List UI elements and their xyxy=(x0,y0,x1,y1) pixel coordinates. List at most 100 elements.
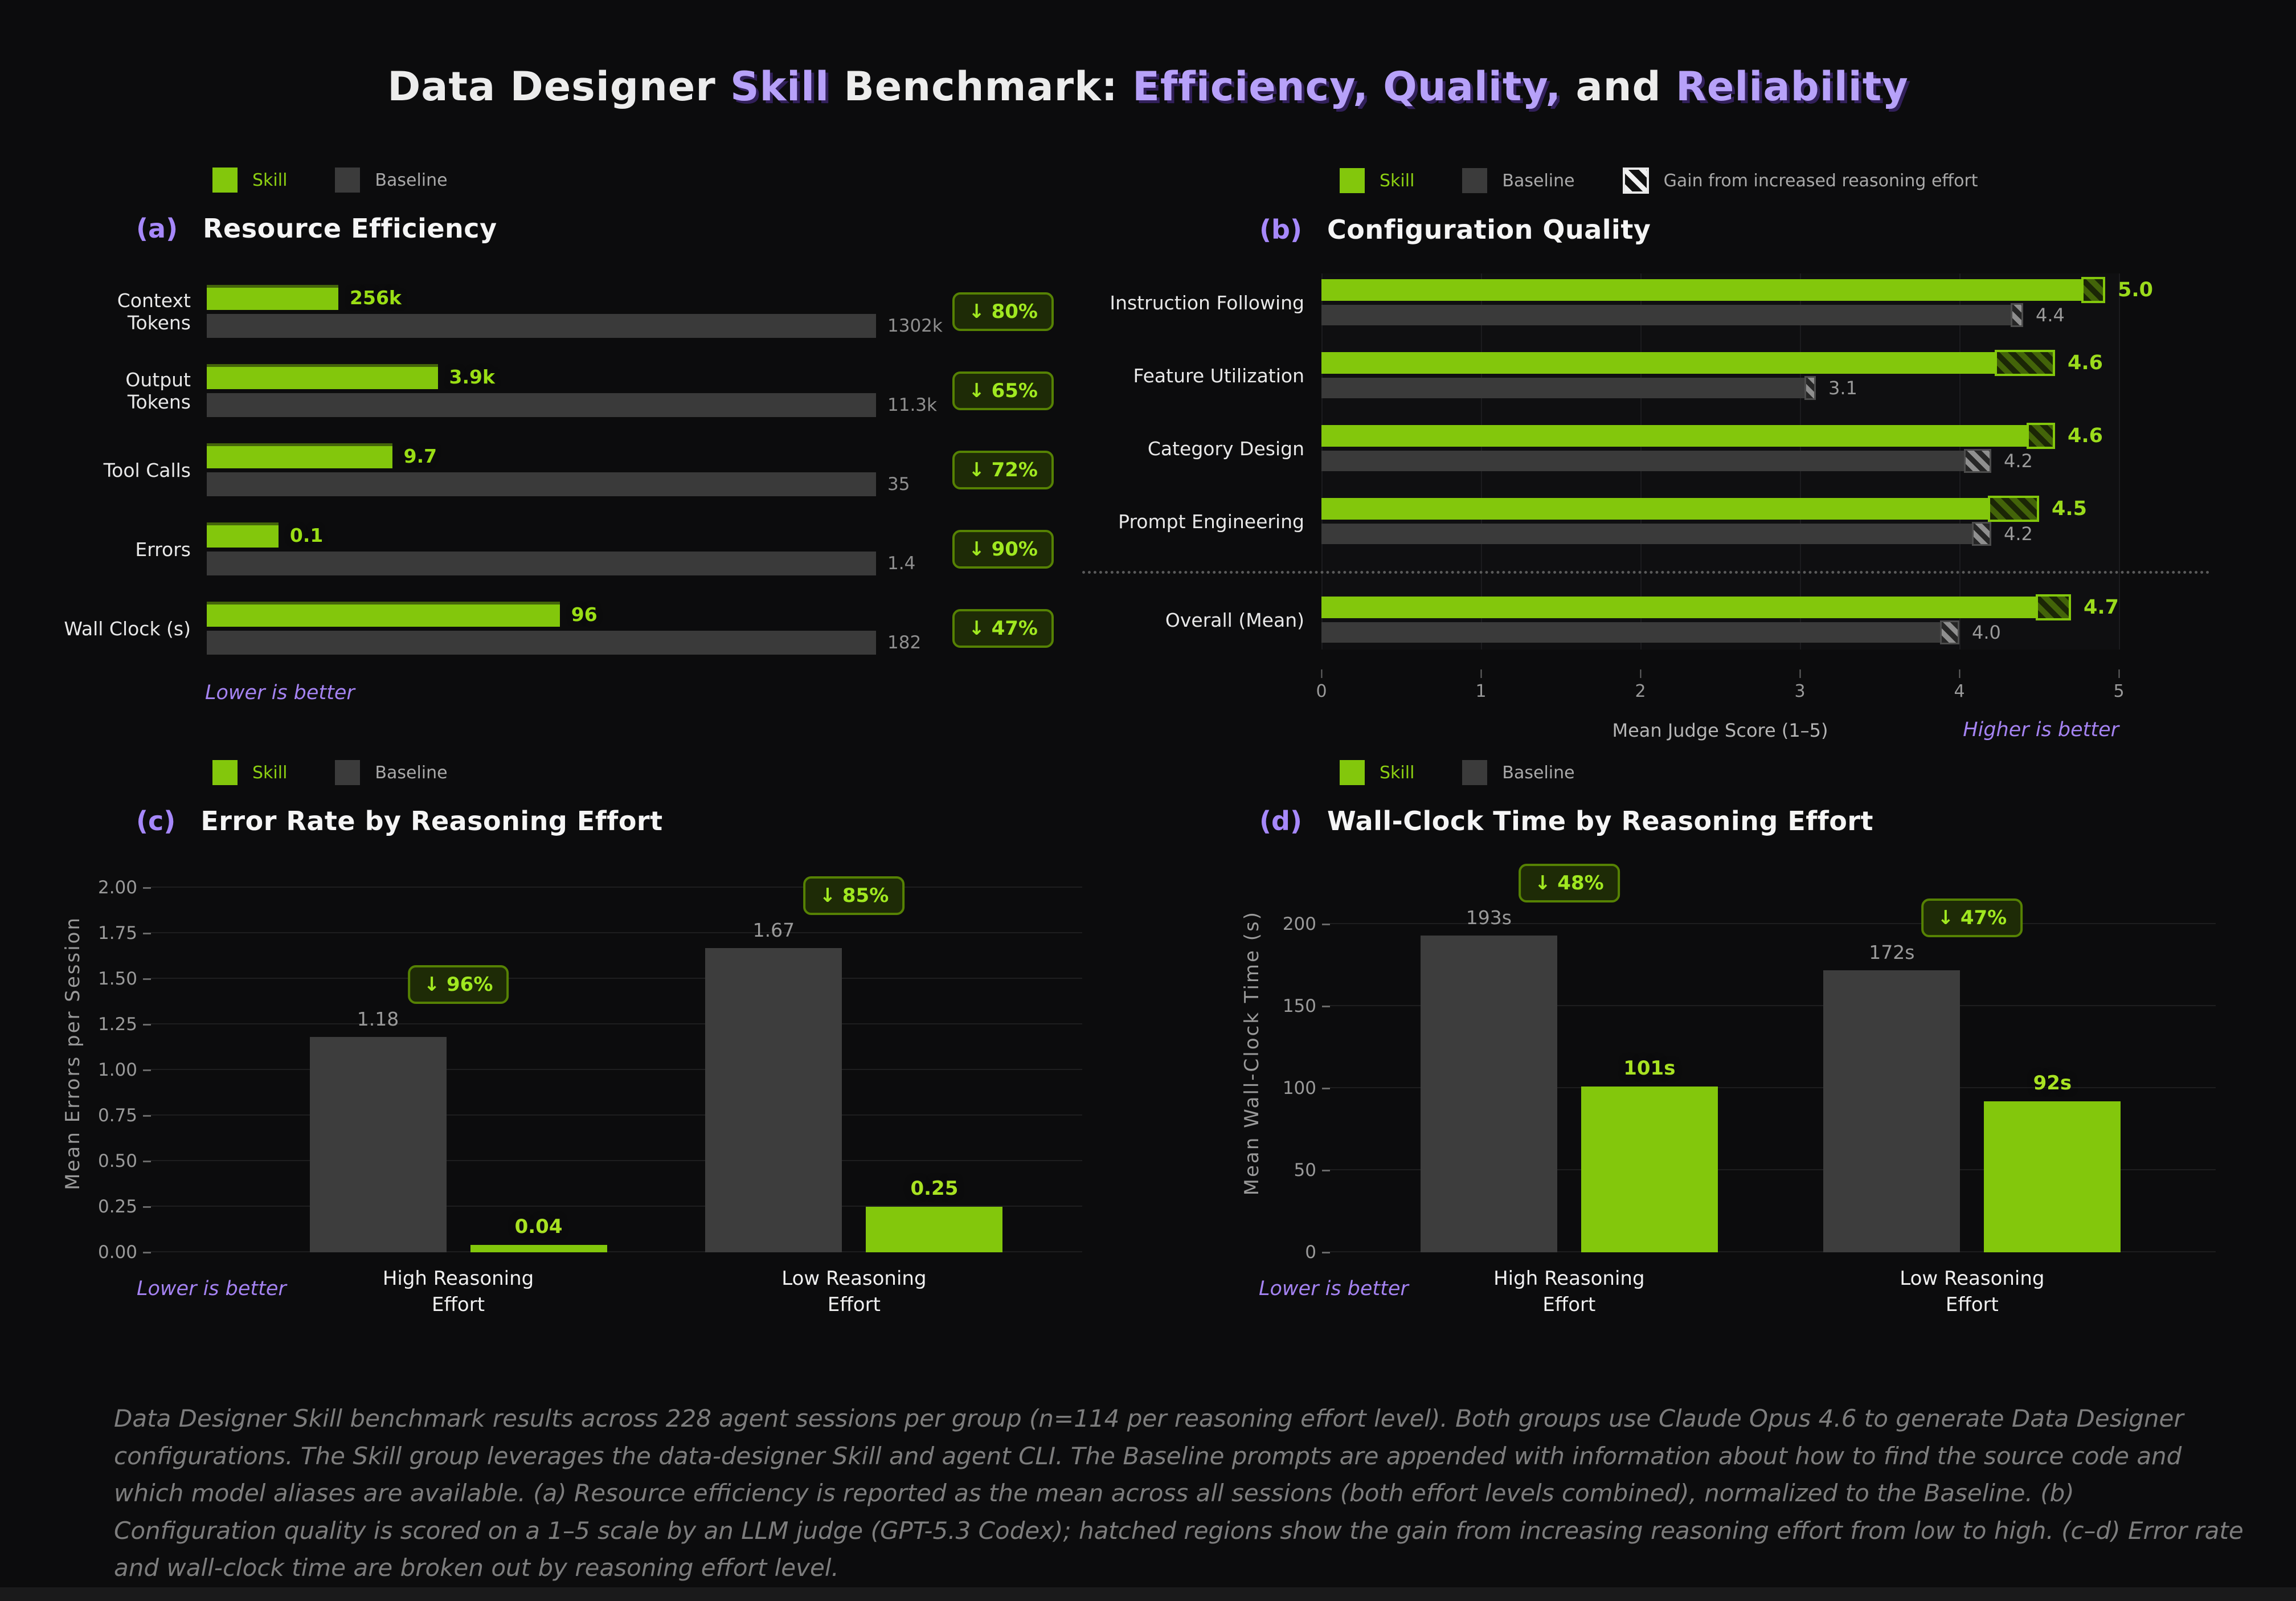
skill-bar: 0.04 xyxy=(470,1215,607,1252)
baseline-bar: 1.67 xyxy=(705,919,842,1252)
legend-item: Skill xyxy=(212,760,287,785)
tick-label: 5 xyxy=(2113,681,2125,701)
skill-value: 4.6 xyxy=(2068,352,2103,374)
baseline-bar xyxy=(207,472,876,496)
baseline-value: 11.3k xyxy=(887,395,937,415)
baseline-value: 4.2 xyxy=(2004,450,2033,472)
legend-item: Baseline xyxy=(335,760,448,785)
metric-label: Feature Utilization xyxy=(1133,364,1304,387)
tick-label: 1.25 xyxy=(98,1014,151,1035)
legend-label: Baseline xyxy=(1502,762,1575,783)
baseline-value: 4.4 xyxy=(2036,304,2065,326)
tick-mark xyxy=(143,1206,151,1208)
baseline-value: 35 xyxy=(887,474,910,495)
skill-swatch xyxy=(212,760,238,785)
baseline-value: 1.4 xyxy=(887,553,916,574)
baseline-swatch xyxy=(335,760,361,785)
axis-tick: 2 xyxy=(1635,669,1646,701)
skill-value: 92s xyxy=(2033,1072,2072,1095)
legend-label: Baseline xyxy=(375,170,448,190)
metric-label: Wall Clock (s) xyxy=(64,617,191,640)
reduction-badge: ↓ 65% xyxy=(952,371,1054,410)
reduction-badge: ↓ 72% xyxy=(952,451,1054,489)
legend-label: Skill xyxy=(1380,170,1415,191)
skill-value: 5.0 xyxy=(2117,279,2153,301)
baseline-value: 182 xyxy=(887,632,922,653)
reduction-badge: ↓ 47% xyxy=(952,609,1054,648)
tick-label: 2.00 xyxy=(98,877,151,898)
direction-note: Lower is better xyxy=(137,1277,287,1300)
baseline-bar xyxy=(1321,522,1991,546)
baseline-value: 172s xyxy=(1869,941,1915,963)
category-label: Low Reasoning Effort xyxy=(781,1267,927,1316)
baseline-value: 4.0 xyxy=(1972,622,2001,643)
skill-swatch xyxy=(1340,760,1365,785)
reduction-badge: ↓ 48% xyxy=(1518,864,1620,903)
legend-item: Baseline xyxy=(1462,168,1575,193)
panel-error-rate: Skill Baseline (c) Error Rate by Reasonin… xyxy=(57,752,1082,1316)
efficiency-row: Wall Clock (s) 96 182 ↓ 47% xyxy=(57,602,1059,655)
panel-letter: (b) xyxy=(1259,214,1302,245)
legend-item: Gain from increased reasoning effort xyxy=(1622,168,1978,194)
legend-item: Skill xyxy=(1340,168,1414,193)
tick-mark xyxy=(143,887,151,889)
baseline-bar xyxy=(1321,303,2023,327)
legend: Skill Baseline xyxy=(212,160,1059,193)
metric-label: Category Design xyxy=(1147,437,1304,460)
legend-item: Baseline xyxy=(1462,760,1575,785)
tick-mark xyxy=(1640,669,1641,678)
baseline-bar: 1.18 xyxy=(309,1008,447,1252)
legend: Skill Baseline Gain from increased reasoni… xyxy=(1340,160,2199,194)
tick-label: 0.75 xyxy=(98,1105,151,1126)
gridline xyxy=(2119,273,2120,650)
skill-bar xyxy=(207,443,392,468)
baseline-bar xyxy=(207,314,876,338)
tick-mark xyxy=(1322,1169,1330,1171)
legend-label: Gain from increased reasoning effort xyxy=(1663,170,1978,191)
reduction-badge: ↓ 85% xyxy=(803,876,905,915)
panel-header: (d) Wall-Clock Time by Reasoning Effort xyxy=(1259,806,2216,836)
tick-mark xyxy=(1959,669,1960,678)
efficiency-row: Tool Calls 9.7 35 ↓ 72% xyxy=(57,443,1059,497)
gridline xyxy=(151,1023,1082,1024)
efficiency-chart: Context Tokens 256k 1302k ↓ 80% Output Token… xyxy=(57,285,1059,655)
gridline xyxy=(151,1069,1082,1070)
panel-wall-clock: Skill Baseline (d) Wall-Clock Time by Rea… xyxy=(1236,752,2216,1316)
wall-clock-chart: Mean Wall-Clock Time (s) 0 50 100 150 200 193s… xyxy=(1236,853,2216,1316)
tick-label: 1 xyxy=(1475,681,1487,701)
skill-value: 9.7 xyxy=(403,444,437,467)
tick-label: 150 xyxy=(1283,996,1330,1016)
skill-bar xyxy=(207,285,339,310)
skill-bar xyxy=(1321,594,2071,620)
panel-letter: (c) xyxy=(136,806,176,836)
panel-letter: (d) xyxy=(1259,806,1302,836)
gain-hatch xyxy=(1988,496,2039,522)
gridline xyxy=(151,978,1082,979)
quality-row: Category Design 4.6 4.2 xyxy=(1082,423,2199,473)
plot-area: 193s 101s ↓ 48% High Reasoning Effort 172s 92s… xyxy=(1330,853,2216,1316)
skill-swatch xyxy=(1340,168,1365,193)
gain-hatch xyxy=(2010,303,2023,327)
skill-value: 4.7 xyxy=(2084,596,2119,619)
baseline-bar: 193s xyxy=(1420,906,1557,1252)
gain-hatch xyxy=(1804,376,1816,400)
panel-resource-efficiency: Skill Baseline (a) Resource Efficiency Co… xyxy=(57,160,1059,704)
quality-row: Feature Utilization 4.6 3.1 xyxy=(1082,350,2199,400)
tick-label: 100 xyxy=(1283,1078,1330,1098)
baseline-swatch xyxy=(1462,760,1488,785)
skill-bar xyxy=(207,522,279,548)
bottom-edge-strip xyxy=(0,1587,2296,1601)
gridline xyxy=(1330,1251,2216,1252)
gridline xyxy=(1330,1005,2216,1006)
metric-label: Output Tokens xyxy=(125,369,191,413)
baseline-bar xyxy=(1321,449,1991,473)
gain-hatch xyxy=(1940,620,1959,644)
tick-label: 200 xyxy=(1283,914,1330,934)
metric-label: Context Tokens xyxy=(117,289,191,334)
gridline xyxy=(151,1160,1082,1161)
gain-hatch xyxy=(2026,423,2055,449)
skill-value: 0.04 xyxy=(514,1215,563,1239)
y-axis-label: Mean Errors per Session xyxy=(61,916,84,1190)
skill-value: 96 xyxy=(571,603,597,626)
category-label: High Reasoning Effort xyxy=(382,1267,534,1316)
